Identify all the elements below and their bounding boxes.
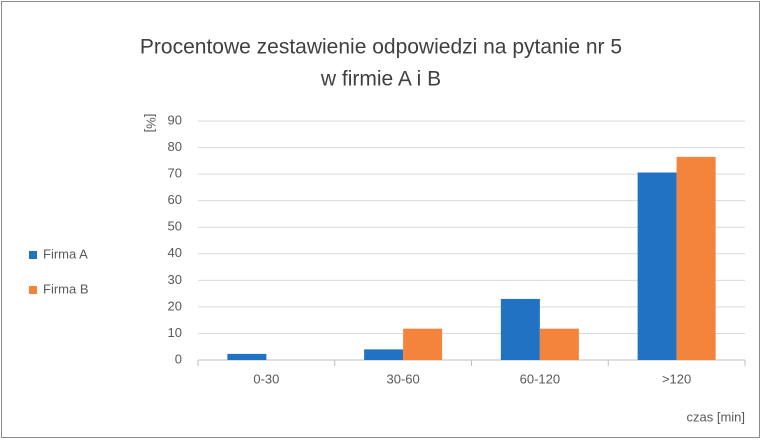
- y-tick-label: 0: [175, 351, 182, 366]
- y-tick-label: 10: [168, 325, 182, 340]
- bar: [500, 298, 540, 360]
- y-tick-label: 40: [168, 245, 182, 260]
- x-tick-label: >120: [662, 371, 691, 386]
- y-tick-label: 50: [168, 219, 182, 234]
- y-tick-label: 60: [168, 192, 182, 207]
- x-tick-label: 30-60: [387, 371, 420, 386]
- x-axis-label: czas [min]: [686, 409, 745, 424]
- legend-swatch: [29, 286, 37, 294]
- legend-label: Firma B: [43, 281, 89, 296]
- bar: [676, 156, 716, 360]
- bar: [227, 353, 267, 360]
- y-axis-label: [%]: [144, 114, 159, 133]
- bar: [403, 328, 443, 360]
- chart-title: w firmie A i B: [320, 68, 441, 91]
- y-tick-label: 80: [168, 139, 182, 154]
- bar: [637, 172, 677, 360]
- y-tick-label: 20: [168, 298, 182, 313]
- x-tick-label: 60-120: [520, 371, 560, 386]
- x-tick-label: 0-30: [253, 371, 279, 386]
- y-tick-label: 30: [168, 272, 182, 287]
- bar: [364, 349, 404, 360]
- chart-title: Procentowe zestawienie odpowiedzi na pyt…: [140, 36, 622, 59]
- legend-label: Firma A: [43, 246, 88, 261]
- y-tick-label: 70: [168, 166, 182, 181]
- y-tick-label: 90: [168, 112, 182, 127]
- bar: [539, 328, 579, 360]
- legend-swatch: [29, 251, 37, 259]
